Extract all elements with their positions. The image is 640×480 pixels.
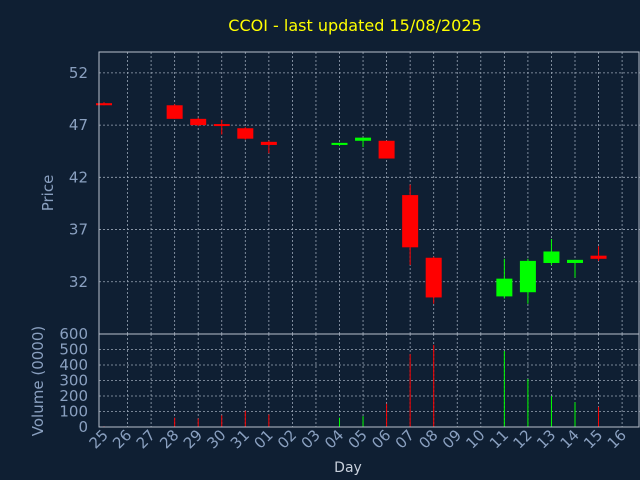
candle-body — [213, 124, 230, 127]
x-tick-label: 09 — [439, 426, 465, 452]
price-tick-label: 37 — [69, 221, 88, 239]
price-tick-label: 42 — [69, 168, 88, 186]
x-tick-label: 28 — [156, 426, 182, 452]
candle-body — [378, 140, 395, 159]
x-tick-label: 10 — [462, 426, 488, 452]
x-tick-label: 26 — [109, 426, 135, 452]
candle-body — [96, 103, 112, 106]
x-tick-label: 31 — [227, 426, 253, 452]
x-tick-label: 04 — [321, 426, 347, 452]
x-tick-label: 05 — [345, 426, 371, 452]
volume-axis-label: Volume (0000) — [29, 326, 47, 436]
volume-tick-label: 500 — [59, 341, 88, 359]
x-tick-label: 03 — [298, 426, 324, 452]
candle-body — [260, 141, 277, 145]
x-axis: 2526272829303101020304050607080910111213… — [86, 426, 630, 452]
candle-body — [166, 105, 183, 119]
volume-tick-label: 300 — [59, 372, 88, 390]
x-tick-label: 16 — [604, 426, 630, 452]
x-tick-label: 11 — [486, 426, 512, 452]
candle-body — [402, 195, 419, 248]
x-tick-label: 30 — [203, 426, 229, 452]
candle-body — [567, 259, 583, 263]
candle-body — [496, 278, 513, 297]
price-axis-label: Price — [39, 175, 57, 212]
volume-tick-label: 400 — [59, 356, 88, 374]
candle-body — [237, 128, 254, 139]
volume-tick-label: 0 — [78, 418, 88, 436]
price-tick-label: 47 — [69, 116, 88, 134]
candle-body — [425, 257, 442, 298]
candle-body — [519, 260, 536, 293]
volume-tick-label: 600 — [59, 325, 88, 343]
candle-body — [590, 255, 607, 259]
x-tick-label: 01 — [250, 426, 276, 452]
x-tick-label: 12 — [509, 426, 535, 452]
x-tick-label: 02 — [274, 426, 300, 452]
chart-title: CCOI - last updated 15/08/2025 — [228, 16, 481, 35]
x-tick-label: 06 — [368, 426, 394, 452]
candle-body — [331, 142, 348, 145]
x-axis-title: Day — [334, 460, 362, 476]
x-tick-label: 29 — [180, 426, 206, 452]
price-panel: 32 37 42 47 52 — [69, 51, 640, 335]
candle-body — [355, 137, 372, 141]
price-frame — [98, 51, 640, 335]
volume-frame — [98, 333, 640, 428]
x-tick-label: 27 — [133, 426, 159, 452]
candle-body — [543, 251, 560, 263]
x-tick-label: 08 — [415, 426, 441, 452]
x-tick-label: 13 — [533, 426, 559, 452]
price-tick-label: 52 — [69, 64, 88, 82]
volume-tick-label: 100 — [59, 403, 88, 421]
x-tick-label: 15 — [580, 426, 606, 452]
volume-tick-label: 200 — [59, 387, 88, 405]
price-tick-label: 32 — [69, 273, 88, 291]
x-tick-label: 25 — [86, 426, 112, 452]
candle-body — [190, 118, 207, 126]
x-tick-label: 07 — [392, 426, 418, 452]
x-tick-label: 14 — [557, 426, 583, 452]
